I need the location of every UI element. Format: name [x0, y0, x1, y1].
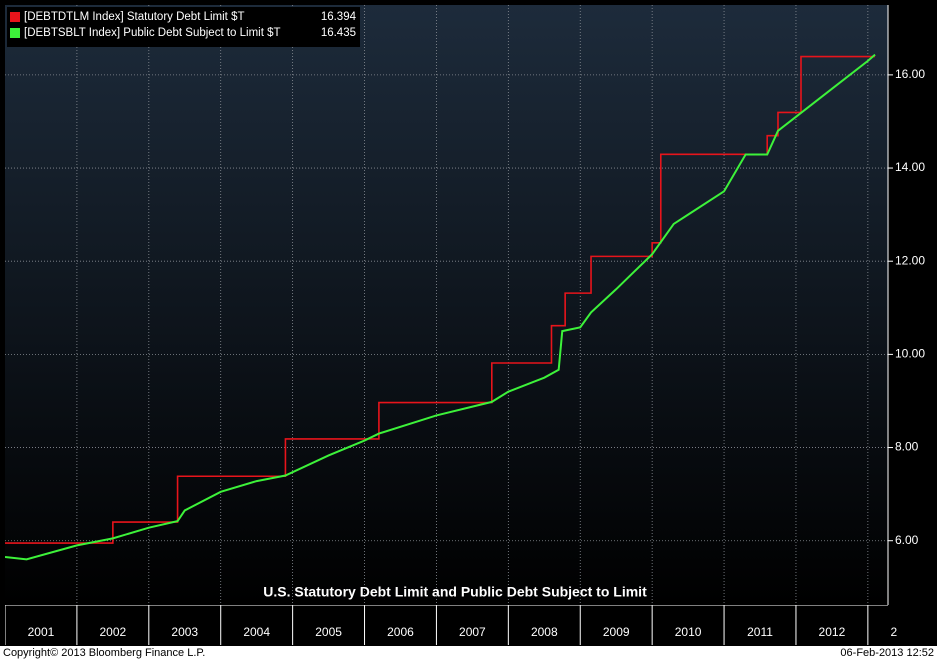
grid: [5, 5, 888, 605]
copyright: Copyright© 2013 Bloomberg Finance L.P.: [3, 647, 205, 659]
x-tick-label: 2013: [890, 625, 917, 639]
series-line: [5, 53, 876, 561]
y-tick-label: 8.00: [895, 440, 919, 454]
chart-title: U.S. Statutory Debt Limit and Public Deb…: [263, 584, 647, 600]
x-tick-label: 2005: [315, 625, 342, 639]
series-lines: [5, 53, 876, 561]
legend-label: [DEBTSBLT Index] Public Debt Subject to …: [24, 27, 281, 39]
x-tick-label: 2004: [243, 625, 270, 639]
x-tick-label: 2008: [531, 625, 558, 639]
x-tick-label: 2007: [459, 625, 486, 639]
y-tick-label: 6.00: [895, 533, 919, 547]
legend-swatch: [10, 12, 20, 22]
legend-value: 16.394: [321, 11, 357, 23]
x-tick-label: 2012: [819, 625, 846, 639]
legend-value: 16.435: [321, 27, 356, 39]
x-tick-label: 2011: [747, 625, 773, 639]
x-tick-label: 2010: [675, 625, 702, 639]
x-tick-label: 2009: [603, 625, 630, 639]
y-axis: 6.00 8.00 10.00 12.00 14.00 16.00: [887, 5, 925, 605]
legend-label: [DEBTDTLM Index] Statutory Debt Limit $T: [24, 11, 245, 23]
x-tick-label: 2001: [28, 625, 55, 639]
x-tick-label: 2006: [387, 625, 414, 639]
y-tick-label: 14.00: [895, 160, 925, 174]
footer-bg: [0, 646, 937, 660]
plot-area: [5, 5, 888, 605]
x-axis: 2001 2002 2003 2004 2005 2006 2007 2008 2009 2010…: [5, 605, 917, 645]
x-tick-label: 2002: [100, 625, 127, 639]
series-line: [5, 55, 876, 544]
y-tick-label: 12.00: [895, 253, 925, 267]
x-tick-label: 2003: [171, 625, 198, 639]
legend-box: [7, 7, 360, 47]
legend-swatch: [10, 28, 20, 38]
timestamp: 06-Feb-2013 12:52: [840, 647, 934, 659]
y-tick-label: 10.00: [895, 347, 925, 361]
y-tick-label: 16.00: [895, 67, 925, 81]
legend: [DEBTDTLM Index] Statutory Debt Limit $T…: [7, 7, 360, 47]
